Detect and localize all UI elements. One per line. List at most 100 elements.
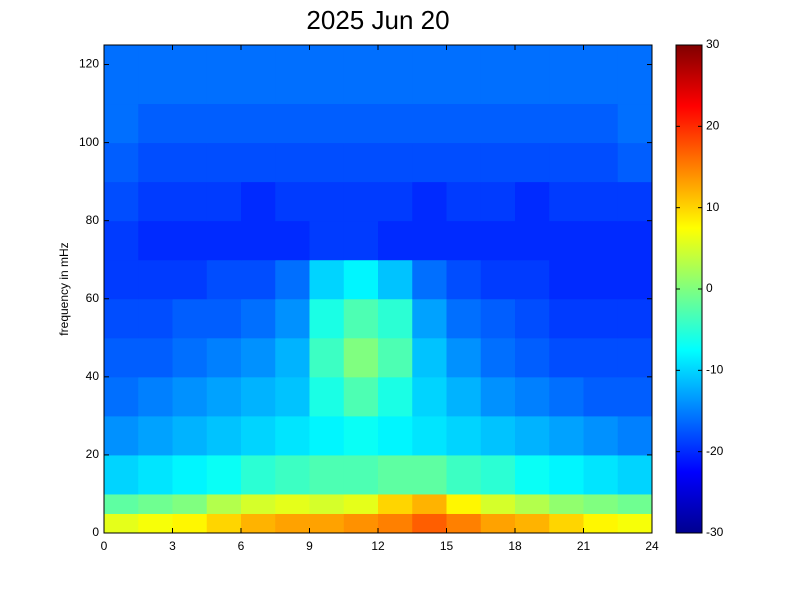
colorbar-tick-label: 0 [706,281,713,295]
heatmap-cell [172,181,208,222]
heatmap-cell [515,493,550,514]
heatmap-cell [241,337,276,378]
heatmap-cell [172,142,208,183]
heatmap-cell [343,376,379,417]
heatmap-cell [617,181,653,222]
heatmap-cell [378,493,413,514]
heatmap-cell [138,103,173,144]
heatmap-cell [275,259,310,300]
heatmap-cell [515,415,550,456]
heatmap-cell [549,220,584,261]
heatmap-cell [412,493,447,514]
heatmap-cell [412,181,447,222]
heatmap-cell [378,298,413,339]
heatmap-cell [480,454,516,495]
heatmap-cell [206,142,242,183]
heatmap-cell [378,181,413,222]
heatmap-cell [617,376,653,417]
y-tick-label: 20 [86,447,100,461]
heatmap-cell [275,513,310,534]
heatmap-cell [104,298,139,339]
heatmap-cell [378,415,413,456]
heatmap-cell [515,376,550,417]
heatmap-cell [480,493,516,514]
heatmap-cell [480,415,516,456]
colorbar-tick-label: 10 [706,200,720,214]
x-tick-label: 21 [577,539,591,553]
heatmap-cell [480,259,516,300]
heatmap-cell [138,259,173,300]
heatmap-cell [104,493,139,514]
heatmap-cell [206,337,242,378]
heatmap-cell [172,513,208,534]
heatmap-cell [378,376,413,417]
heatmap-cell [241,103,276,144]
heatmap-cell [446,45,482,105]
heatmap-cell [583,45,619,105]
heatmap-cell [412,142,447,183]
heatmap-cell [446,142,482,183]
heatmap-cell [412,103,447,144]
colorbar-tick-label: 20 [706,119,720,133]
heatmap-cell [549,376,584,417]
heatmap-cell [378,103,413,144]
heatmap-cell [206,298,242,339]
heatmap-cell [206,415,242,456]
heatmap-cell [309,45,345,105]
colorbar-tick-label: -20 [706,444,724,458]
heatmap-cell [549,513,584,534]
heatmap-cell [583,376,619,417]
heatmap-cell [241,45,276,105]
heatmap-cell [241,376,276,417]
heatmap-cell [378,513,413,534]
heatmap-cell [549,493,584,514]
heatmap-cell [412,415,447,456]
heatmap-cell [617,45,653,105]
heatmap-cell [104,103,139,144]
heatmap-cell [138,513,173,534]
heatmap-cell [617,337,653,378]
heatmap-cell [515,142,550,183]
heatmap-cell [412,513,447,534]
heatmap-cell [549,103,584,144]
heatmap-cell [412,337,447,378]
heatmap-cell [378,220,413,261]
heatmap-cell [275,493,310,514]
heatmap-cell [446,220,482,261]
heatmap-cell [206,376,242,417]
heatmap-cell [172,220,208,261]
y-axis-label: frequency in mHz [57,242,71,335]
heatmap-cell [343,220,379,261]
heatmap-cell [480,513,516,534]
heatmap-cell [583,513,619,534]
heatmap-cell [309,298,345,339]
heatmap-cell [138,181,173,222]
heatmap-cell [275,298,310,339]
heatmap-cell [206,513,242,534]
heatmap-cell [446,103,482,144]
heatmap-cell [309,259,345,300]
heatmap-cell [480,103,516,144]
heatmap-cell [515,45,550,105]
heatmap-cell [378,142,413,183]
heatmap-cell [206,181,242,222]
heatmap-cell [138,298,173,339]
heatmap-cell [446,259,482,300]
chart-title: 2025 Jun 20 [306,5,449,35]
heatmap-cell [515,103,550,144]
heatmap-cell [617,493,653,514]
heatmap-cell [412,454,447,495]
heatmap-cell [206,259,242,300]
heatmap-cell [138,220,173,261]
heatmap-cell [241,493,276,514]
heatmap-cell [583,493,619,514]
heatmap-cell [412,220,447,261]
heatmap-cell [583,454,619,495]
heatmap-cell [617,415,653,456]
heatmap-cell [241,298,276,339]
heatmap-cell [172,337,208,378]
heatmap-cell [515,259,550,300]
heatmap-cell [549,259,584,300]
heatmap-cell [549,142,584,183]
